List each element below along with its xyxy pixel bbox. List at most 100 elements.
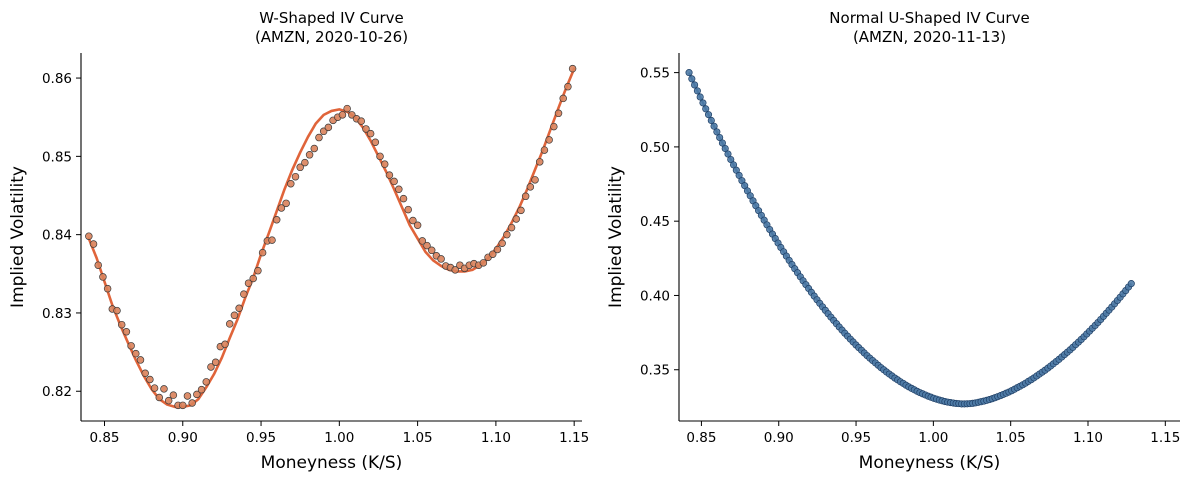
data-point [380, 160, 389, 168]
y-axis-label: Implied Volatility [8, 166, 28, 308]
data-point [146, 375, 154, 384]
data-point [103, 284, 112, 293]
data-point [193, 390, 201, 399]
data-point [89, 240, 98, 248]
x-tick-label: 0.95 [841, 430, 871, 446]
chart-subtitle: (AMZN, 2020-11-13) [853, 28, 1006, 46]
data-point [254, 266, 262, 275]
data-point [550, 122, 558, 131]
data-point [710, 122, 718, 130]
data-point [704, 111, 713, 119]
data-point [559, 94, 567, 103]
x-tick-label: 0.85 [686, 430, 716, 446]
y-tick-label: 0.84 [42, 228, 72, 244]
data-point [85, 232, 93, 240]
x-tick-label: 1.15 [559, 430, 589, 446]
data-point [376, 152, 384, 161]
chart-title: Normal U-Shaped IV Curve [829, 9, 1029, 27]
data-point [390, 177, 398, 186]
data-point [451, 266, 459, 274]
data-point [221, 340, 229, 349]
data-point [362, 125, 370, 133]
x-tick-label: 1.00 [324, 430, 354, 446]
data-point [691, 81, 699, 89]
x-axis-label: Moneyness (K/S) [859, 453, 1001, 473]
x-tick-label: 1.00 [918, 430, 948, 446]
data-point [427, 246, 436, 255]
data-point [688, 75, 696, 83]
data-point [721, 144, 729, 153]
x-tick-label: 0.85 [89, 430, 119, 446]
data-point [291, 172, 300, 181]
x-tick-label: 1.15 [1150, 430, 1180, 446]
data-point [718, 139, 726, 147]
x-tick-label: 0.95 [246, 430, 276, 446]
data-point [240, 290, 248, 298]
data-point [507, 223, 516, 232]
data-point [94, 261, 102, 269]
data-point [338, 111, 347, 119]
data-point [568, 64, 577, 73]
data-point [122, 327, 131, 336]
data-point [385, 171, 394, 179]
y-tick-label: 0.35 [640, 363, 670, 379]
data-point [132, 349, 140, 358]
x-tick-label: 0.90 [764, 430, 794, 446]
data-point [305, 151, 314, 159]
data-point [272, 216, 281, 224]
data-point [301, 158, 309, 167]
data-point [315, 133, 323, 142]
data-point [277, 204, 286, 212]
data-point [531, 176, 539, 184]
y-axis-label: Implied Volatility [606, 166, 626, 308]
data-point [343, 104, 351, 113]
data-point [136, 356, 145, 364]
data-point [437, 255, 445, 263]
data-point [724, 150, 732, 158]
data-point [324, 123, 333, 132]
data-point [357, 117, 366, 125]
y-tick-label: 0.83 [42, 306, 72, 322]
data-point [235, 304, 243, 313]
data-point [282, 199, 290, 208]
data-point [512, 215, 520, 223]
panel-1: W-Shaped IV Curve(AMZN, 2020-10-26) 0.85 0… [8, 9, 589, 473]
data-point [395, 185, 403, 193]
data-point [202, 378, 211, 386]
data-point [693, 87, 701, 95]
data-point [696, 93, 704, 101]
data-point [169, 391, 178, 399]
data-point [127, 342, 135, 350]
data-point [230, 311, 239, 320]
data-point [554, 109, 563, 118]
y-tick-label: 0.82 [42, 384, 72, 400]
data-point [268, 236, 276, 244]
data-point [707, 116, 715, 125]
data-point [164, 396, 173, 405]
y-tick-label: 0.86 [42, 71, 72, 87]
data-point [197, 385, 206, 394]
data-point [399, 194, 408, 203]
x-tick-label: 1.05 [996, 430, 1026, 446]
data-point [489, 250, 497, 258]
data-point [540, 146, 549, 154]
data-point [113, 306, 121, 315]
data-point [207, 363, 215, 371]
y-tick-label: 0.40 [640, 288, 670, 304]
data-point [413, 221, 422, 230]
data-point [183, 392, 192, 400]
data-point [404, 205, 412, 214]
data-point [564, 82, 572, 91]
data-point [526, 183, 535, 191]
data-point [713, 128, 721, 136]
panel-2: Normal U-Shaped IV Curve(AMZN, 2020-11-1… [606, 9, 1180, 473]
data-point [258, 248, 267, 257]
data-point [503, 230, 511, 239]
chart-subtitle: (AMZN, 2020-10-26) [255, 28, 408, 46]
y-tick-label: 0.85 [42, 149, 72, 165]
data-point [211, 358, 220, 367]
data-point [423, 241, 431, 250]
data-point [493, 245, 502, 254]
data-point [545, 136, 553, 144]
y-tick-label: 0.45 [640, 214, 670, 230]
